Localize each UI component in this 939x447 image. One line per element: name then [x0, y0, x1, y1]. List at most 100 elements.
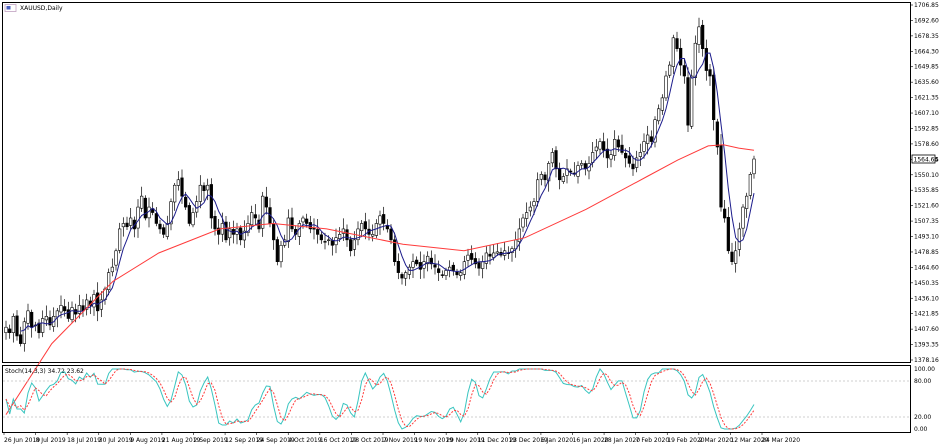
date-tick-label: 28 Oct 2019 — [351, 437, 388, 444]
candle-bull — [59, 305, 63, 313]
candle-bull — [609, 154, 613, 160]
candle-bull — [110, 266, 114, 273]
candle-bull — [580, 163, 584, 166]
candle-bull — [261, 195, 265, 229]
price-tick-label: 1407.60 — [914, 326, 939, 333]
candle-bull — [532, 201, 536, 207]
candle-bear — [209, 184, 213, 219]
date-tick-label: 7 Feb 2020 — [636, 437, 670, 444]
candle-bear — [708, 69, 712, 77]
current-price-box — [911, 154, 936, 164]
candle-bear — [154, 213, 158, 224]
header: XAUUSD,Daily — [4, 4, 63, 12]
candle-bull — [107, 272, 111, 290]
candle-bull — [752, 158, 756, 175]
candle-bear — [455, 271, 459, 276]
date-tick-label: 26 Jun 2019 — [4, 437, 40, 444]
candle-bull — [301, 217, 305, 223]
candle-bull — [660, 97, 664, 111]
date-tick-label: 23 Dec 2019 — [509, 437, 548, 444]
candle-bear — [305, 218, 309, 224]
price-tick-label: 1436.10 — [914, 295, 939, 302]
candle-bear — [202, 185, 206, 191]
candle-bear — [382, 214, 386, 224]
candle-bear — [184, 196, 188, 208]
candle-bull — [521, 217, 525, 228]
candle-bear — [488, 253, 492, 257]
candle-bear — [275, 239, 279, 262]
candle-bull — [536, 179, 540, 202]
candle-bear — [701, 24, 705, 50]
candle-bear — [558, 167, 562, 181]
candle-bull — [26, 310, 30, 324]
candle-bear — [158, 223, 162, 230]
candle-bull — [613, 139, 617, 156]
candle-bull — [327, 239, 331, 241]
candle-bull — [4, 326, 8, 333]
indicator-pane: Stoch(14,3,3) 34.72 23.62 100.00 80.00 20.… — [2, 365, 935, 433]
candle-bear — [712, 74, 716, 121]
candle-bear — [217, 227, 221, 235]
price-tick-label: 1607.10 — [914, 110, 939, 117]
date-tick-label: 28 Jan 2020 — [604, 437, 640, 444]
date-tick-label: 4 Oct 2019 — [288, 437, 321, 444]
ma-short-line — [20, 52, 755, 332]
candle-bear — [730, 251, 734, 262]
candle-bull — [246, 223, 250, 233]
price-tick-label: 1649.85 — [914, 64, 939, 71]
candle-bull — [55, 310, 59, 318]
price-tick-label: 1692.60 — [914, 17, 939, 24]
candle-bull — [495, 251, 499, 254]
candle-bear — [554, 150, 558, 170]
candle-bull — [737, 228, 741, 250]
candle-bull — [121, 223, 125, 228]
candle-bear — [15, 315, 19, 337]
candle-bear — [74, 309, 78, 315]
candle-bull — [492, 252, 496, 258]
candle-bear — [715, 121, 719, 148]
price-tick-label: 1535.85 — [914, 187, 939, 194]
candle-bull — [41, 318, 45, 333]
date-tick-label: 16 Jan 2020 — [573, 437, 609, 444]
price-tick-label: 1493.10 — [914, 234, 939, 241]
candle-bull — [525, 212, 529, 219]
candle-bear — [330, 240, 334, 246]
price-tick-label: 1421.85 — [914, 311, 939, 318]
candle-bear — [429, 257, 433, 265]
candle-bear — [393, 239, 397, 262]
candle-bull — [594, 146, 598, 152]
candle-bull — [484, 252, 488, 264]
candle-bear — [627, 155, 631, 164]
stoch-tick-label: 0.00 — [914, 426, 928, 433]
candle-bear — [48, 317, 52, 326]
candle-bear — [415, 259, 419, 265]
candle-bear — [125, 222, 129, 228]
candle-bull — [360, 223, 364, 232]
candle-bear — [30, 311, 34, 328]
candle-bear — [213, 216, 217, 230]
candle-bull — [404, 272, 408, 279]
candle-bull — [176, 179, 180, 186]
candle-bear — [723, 208, 727, 219]
price-tick-label: 1464.60 — [914, 264, 939, 271]
candle-bull — [99, 299, 103, 310]
stoch-axis: 100.00 80.00 20.00 0.00 — [914, 366, 935, 433]
candle-bear — [602, 141, 606, 151]
candle-bear — [162, 227, 166, 235]
price-tick-label: 1507.35 — [914, 218, 939, 225]
candle-bull — [136, 206, 140, 229]
candle-bull — [668, 64, 672, 76]
candle-bull — [598, 141, 602, 150]
candle-bull — [352, 239, 356, 250]
price-tick-label: 1478.85 — [914, 249, 939, 256]
candle-bear — [389, 228, 393, 241]
indicator-label: Stoch(14,3,3) 34.72 23.62 — [5, 368, 84, 375]
candle-bull — [690, 75, 694, 127]
candle-bull — [591, 152, 595, 163]
candle-bear — [704, 48, 708, 71]
candle-bear — [143, 197, 147, 219]
price-tick-label: 1550.10 — [914, 172, 939, 179]
